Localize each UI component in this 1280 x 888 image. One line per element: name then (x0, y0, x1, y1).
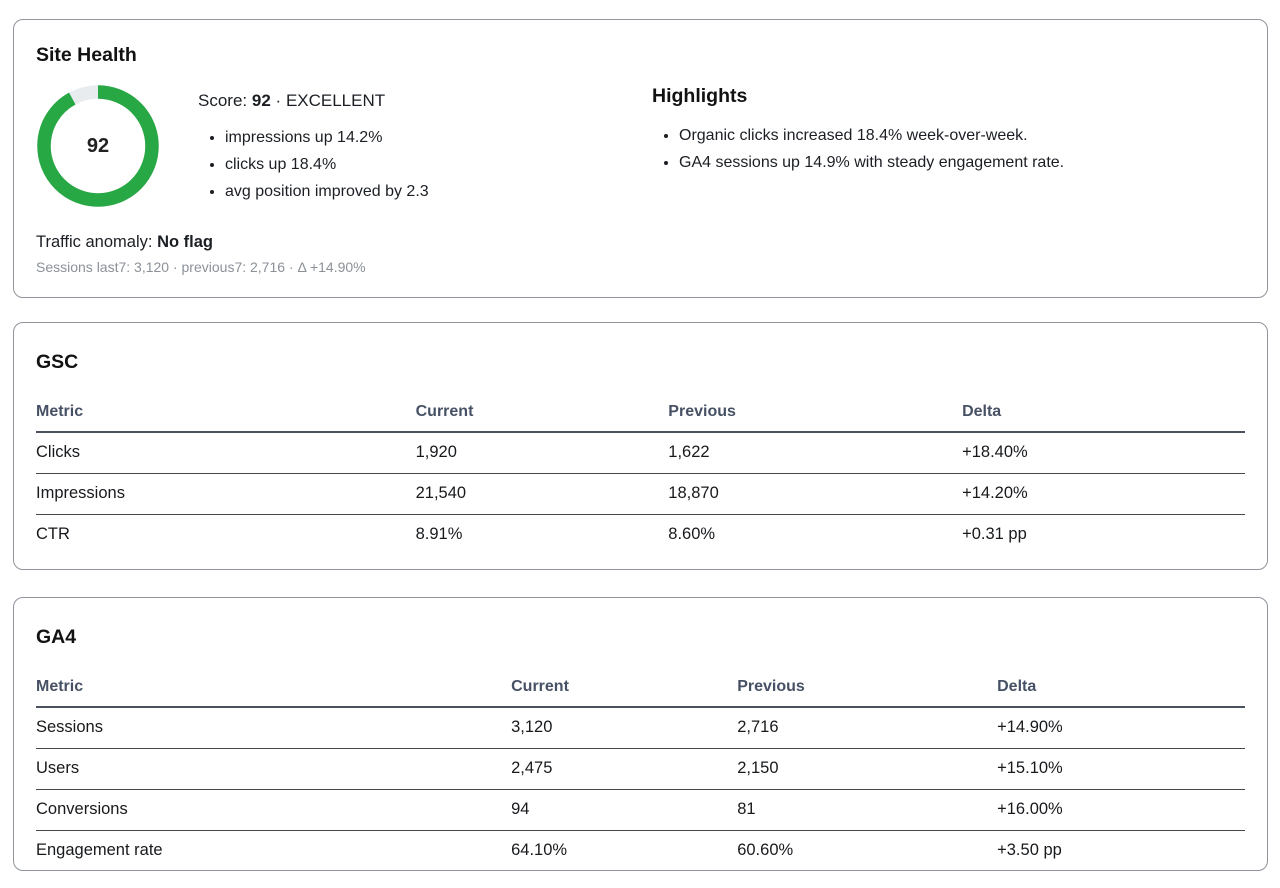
delta-cell: +0.31 pp (962, 525, 1027, 543)
highlights-section: Highlights Organic clicks increased 18.4… (652, 84, 1245, 208)
delta-cell: +16.00% (997, 789, 1245, 831)
site-health-card: Site Health 92 Score: 92 · EXCELLENT imp… (13, 19, 1268, 298)
ga4-card: GA4 Metric Current Previous Delta Sessio… (13, 597, 1268, 871)
score-label: Score: (198, 91, 248, 110)
column-header: Current (415, 403, 669, 433)
column-header: Delta (997, 678, 1245, 708)
metric-cell: Conversions (36, 789, 512, 831)
delta-cell: +18.40% (962, 432, 1245, 474)
column-header: Metric (36, 403, 416, 433)
gsc-title: GSC (36, 351, 79, 373)
delta-cell: +3.50 pp (997, 841, 1062, 859)
metric-cell: Clicks (36, 432, 416, 474)
score-bullet: avg position improved by 2.3 (225, 178, 429, 205)
health-score-gauge: 92 (36, 84, 160, 208)
score-separator: · (275, 91, 282, 110)
metric-cell: Sessions (36, 707, 512, 749)
column-header: Previous (668, 403, 963, 433)
gauge-value-label: 92 (86, 134, 110, 157)
metric-cell: Impressions (36, 473, 416, 515)
metric-cell: CTR (36, 525, 70, 543)
current-cell: 1,920 (415, 432, 669, 474)
current-cell: 64.10% (511, 841, 568, 859)
table-row: CTR 8.91% 8.60% +0.31 pp (36, 515, 1245, 556)
highlights-list: Organic clicks increased 18.4% week-over… (652, 122, 1245, 176)
table-row: Engagement rate 64.10% 60.60% +3.50 pp (36, 831, 1245, 872)
table-row: Users 2,475 2,150 +15.10% (36, 748, 1245, 790)
previous-cell: 2,716 (737, 707, 998, 749)
gsc-table: Metric Current Previous Delta Clicks 1,9… (36, 403, 1245, 555)
previous-cell: 2,150 (737, 748, 998, 790)
score-bullet: clicks up 18.4% (225, 151, 429, 178)
gsc-header-row: Metric Current Previous Delta (36, 403, 1245, 433)
delta-cell: +14.90% (997, 707, 1245, 749)
current-cell: 21,540 (415, 473, 669, 515)
score-bullet-list: impressions up 14.2% clicks up 18.4% avg… (198, 124, 429, 205)
table-row: Conversions 94 81 +16.00% (36, 789, 1245, 831)
previous-cell: 1,622 (668, 432, 963, 474)
highlights-title: Highlights (652, 85, 748, 107)
metric-cell: Engagement rate (36, 841, 163, 859)
delta-cell: +15.10% (997, 748, 1245, 790)
traffic-anomaly-line: Traffic anomaly: No flag (36, 233, 1245, 252)
site-health-row: 92 Score: 92 · EXCELLENT impressions up … (36, 84, 1245, 208)
score-bullet: impressions up 14.2% (225, 124, 429, 151)
metric-cell: Users (36, 748, 512, 790)
score-rating: EXCELLENT (285, 91, 386, 110)
gsc-card: GSC Metric Current Previous Delta Clicks… (13, 322, 1268, 570)
column-header: Previous (737, 678, 998, 708)
column-header: Delta (962, 403, 1245, 433)
delta-cell: +14.20% (962, 473, 1245, 515)
previous-cell: 81 (737, 789, 998, 831)
sessions-summary: Sessions last7: 3,120 · previous7: 2,716… (36, 259, 366, 275)
current-cell: 3,120 (511, 707, 738, 749)
previous-cell: 18,870 (668, 473, 963, 515)
current-cell: 8.91% (415, 525, 463, 543)
ga4-header-row: Metric Current Previous Delta (36, 678, 1245, 708)
previous-cell: 8.60% (668, 525, 716, 543)
traffic-anomaly-value: No flag (157, 233, 213, 251)
current-cell: 2,475 (511, 748, 738, 790)
table-row: Impressions 21,540 18,870 +14.20% (36, 473, 1245, 515)
table-row: Sessions 3,120 2,716 +14.90% (36, 707, 1245, 749)
previous-cell: 60.60% (737, 841, 794, 859)
table-row: Clicks 1,920 1,622 +18.40% (36, 432, 1245, 474)
column-header: Current (511, 678, 738, 708)
current-cell: 94 (511, 789, 738, 831)
score-value: 92 (251, 91, 271, 110)
column-header: Metric (36, 678, 512, 708)
highlight-item: Organic clicks increased 18.4% week-over… (679, 122, 1245, 149)
ga4-table: Metric Current Previous Delta Sessions 3… (36, 678, 1245, 871)
site-health-title: Site Health (36, 44, 137, 66)
score-line: Score: 92 · EXCELLENT (198, 91, 429, 111)
gauge-donut-chart (37, 85, 159, 207)
traffic-anomaly-label: Traffic anomaly: (36, 233, 153, 251)
ga4-title: GA4 (36, 626, 77, 648)
score-section: Score: 92 · EXCELLENT impressions up 14.… (198, 84, 429, 208)
gauge-arc (37, 85, 159, 207)
highlight-item: GA4 sessions up 14.9% with steady engage… (679, 149, 1245, 176)
